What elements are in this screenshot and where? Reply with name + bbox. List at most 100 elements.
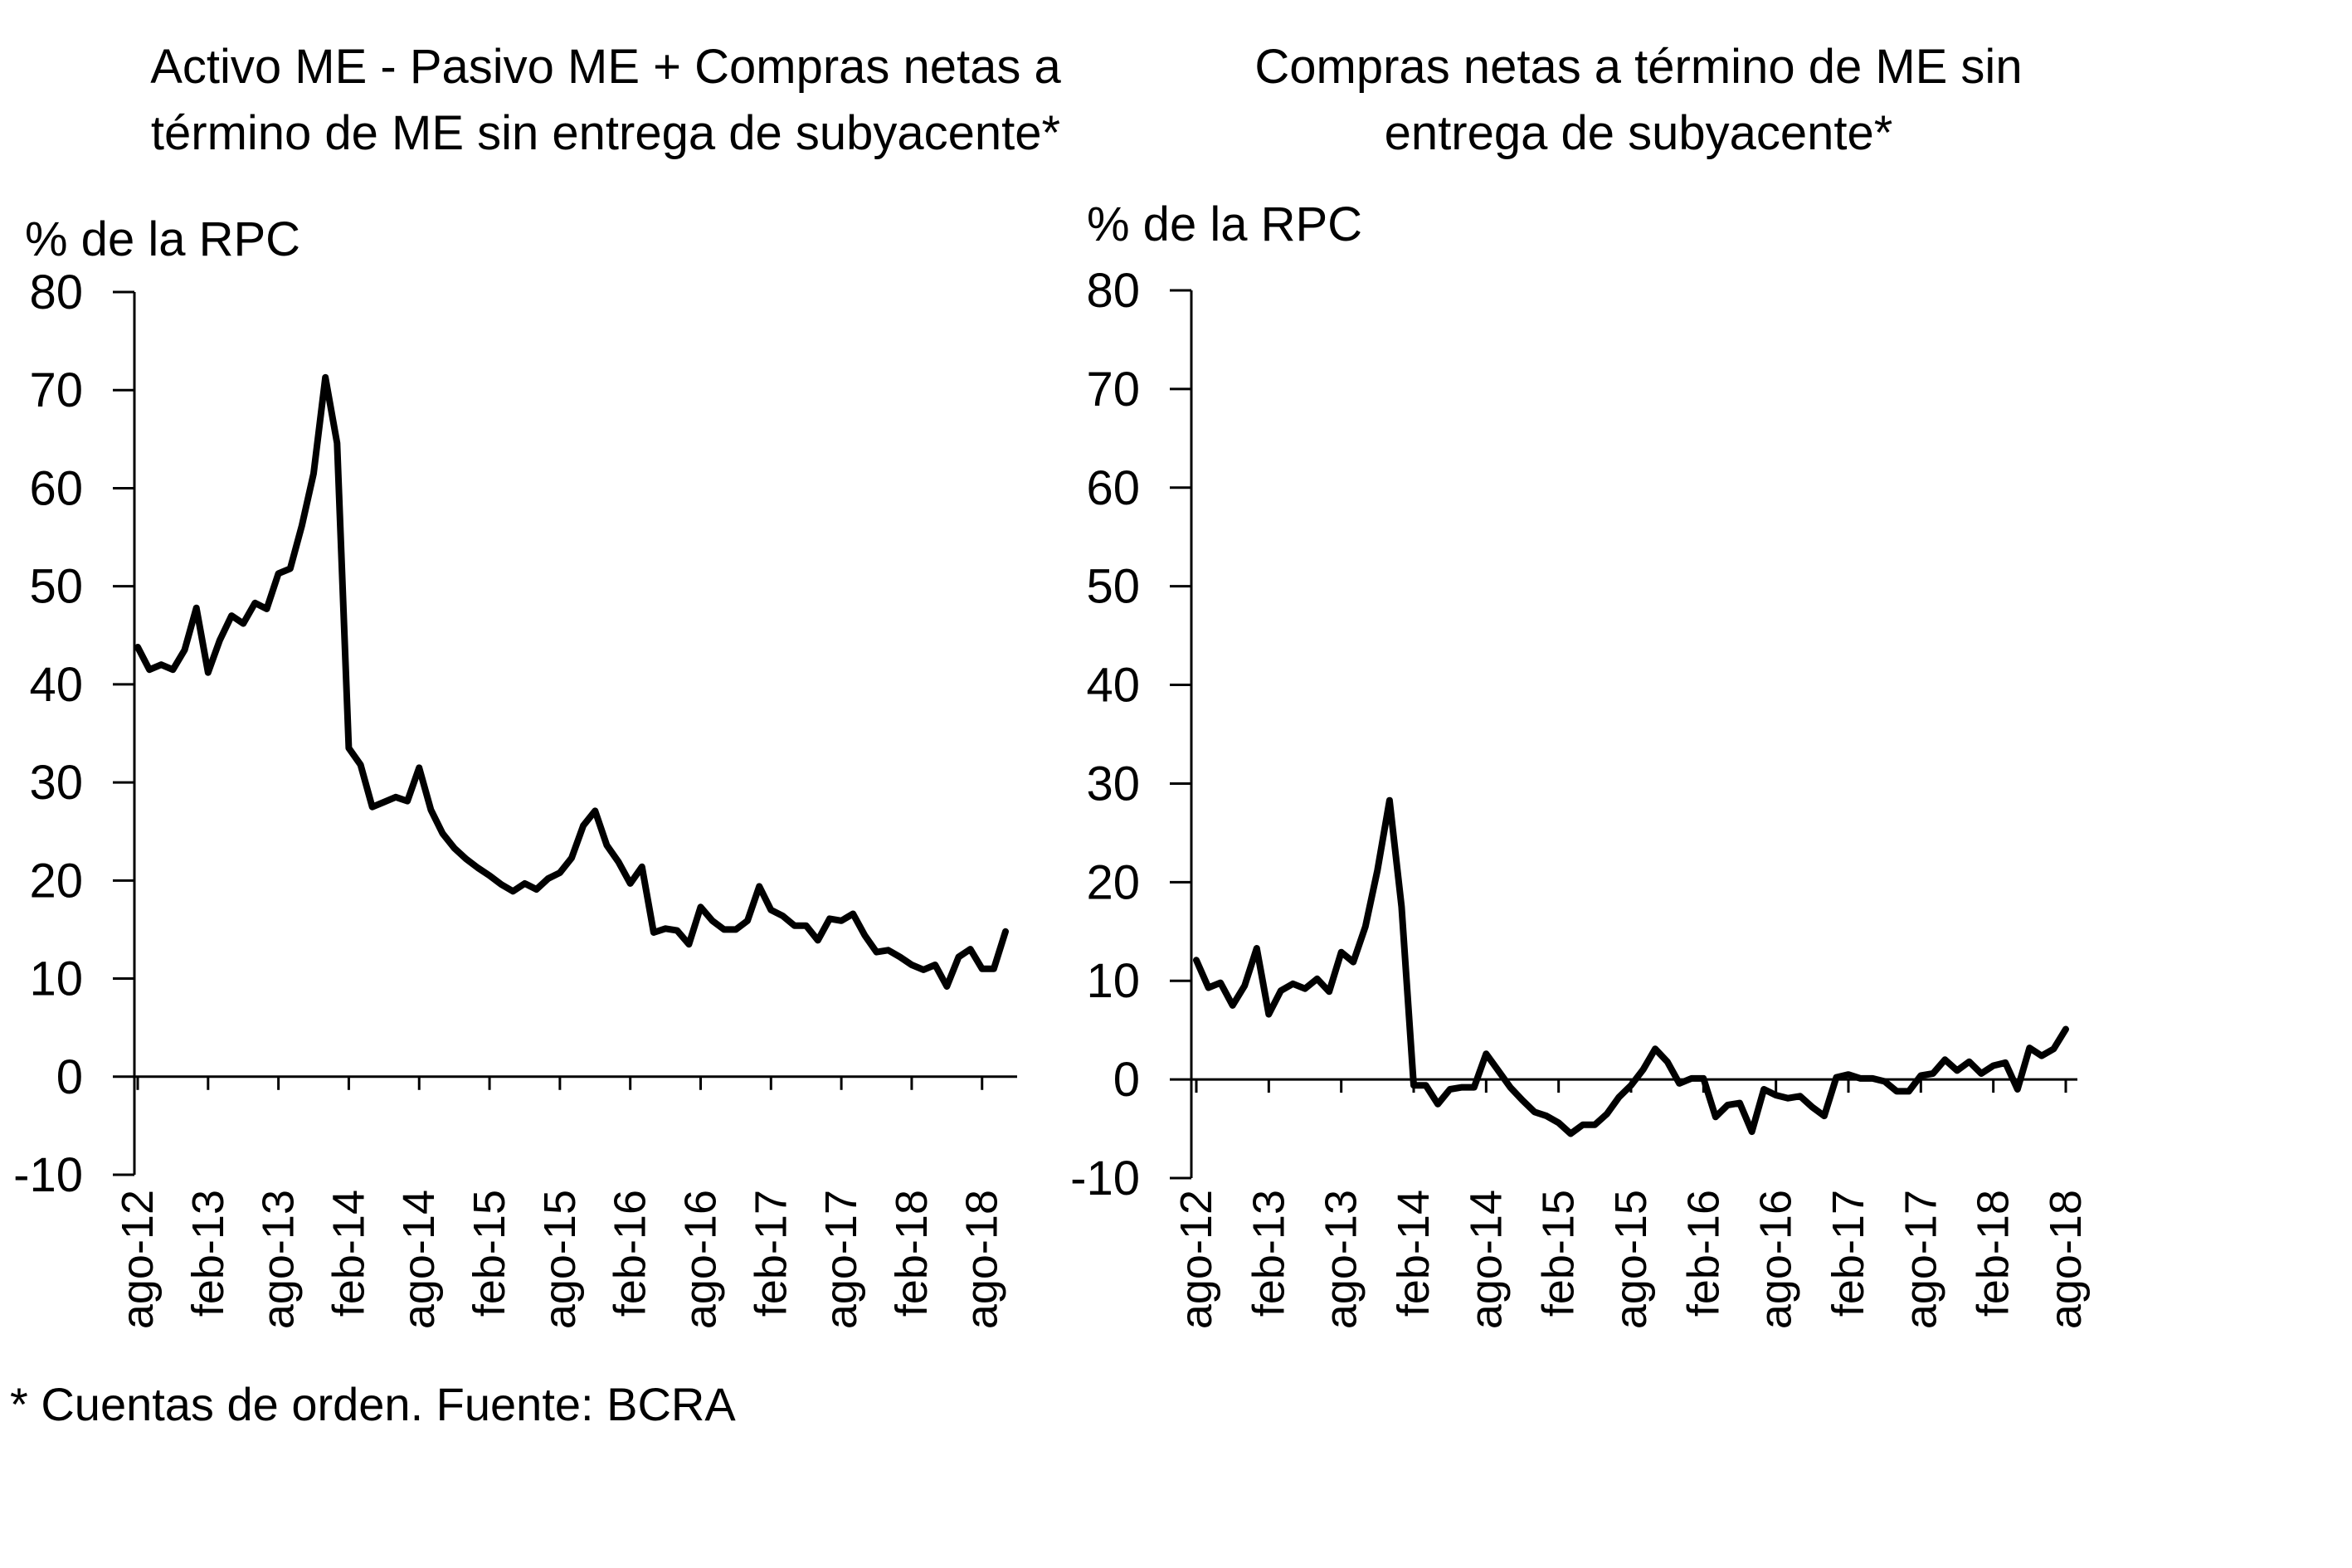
chart-right-x-tick-label: ago-13 [1317,1190,1366,1329]
chart-right-data-point [2027,1045,2032,1050]
chart-left-x-tick-label: ago-14 [394,1190,444,1329]
chart-left-data-point [299,523,304,528]
chart-right-y-ticks: 80 70 60 50 40 30 20 10 0 -10 [1070,264,1140,1205]
chart-right-x-tick-label: ago-16 [1751,1190,1801,1329]
chart-left-data-point [957,955,962,960]
chart-left-data-point [886,947,891,952]
chart-left-data-point [499,882,504,887]
chart-left-y-tick-label: 70 [29,363,83,417]
chart-left-data-point [523,881,528,886]
chart-left-data-point [862,933,867,938]
chart-right-y-tick-label: 0 [1113,1053,1140,1107]
chart-left-x-tick-label: ago-16 [675,1190,725,1329]
chart-left-data-point [616,859,621,864]
chart-right-x-tick-label: ago-17 [1896,1190,1945,1329]
chart-right-axes [1170,289,2077,1180]
chart-right-x-tick-label: feb-15 [1534,1190,1584,1317]
chart-left-data-point [475,865,480,870]
chart-right-x-tick-label: ago-14 [1461,1190,1511,1329]
chart-right-data-point [1532,1109,1537,1114]
chart-left-x-tick-label: ago-12 [113,1190,163,1329]
chart-right-data-point [1496,1068,1501,1073]
chart-right-data-point [1955,1068,1960,1073]
chart-right-data-point [1218,981,1223,986]
chart-left-data-point [804,923,809,928]
chart-right-data-point [1266,1012,1271,1017]
chart-right-data-point [1809,1104,1814,1109]
chart-right-data-point [1375,868,1380,873]
chart-left-unit-label: % de la RPC [25,212,300,266]
chart-left-title-line-1: Activo ME - Pasivo ME + Compras netas a [150,40,1061,94]
chart-right-data-point [1507,1085,1512,1090]
chart-right-data-point [1459,1085,1464,1090]
chart-right-data-point [1701,1076,1706,1081]
chart-left-data-point [909,962,914,967]
chart-right-data-point [1605,1112,1609,1117]
chart-left-data-point [921,967,926,972]
chart-left-data-point [780,913,785,918]
chart-left-data-point [135,645,140,650]
chart-right-data-point [1629,1083,1634,1088]
chart-right-data-point [1833,1075,1838,1080]
chart-left-data-point [464,856,469,861]
chart-right-data-point [1387,798,1392,803]
chart-left-data-point [147,667,152,672]
chart-left-data-point [265,606,270,611]
chart-right-points [1194,798,2068,1137]
chart-left-data-point [194,606,199,611]
chart-left-data-point [510,889,515,894]
chart-left-data-point [217,638,222,643]
chart-left-points [135,375,1008,989]
chart-right-data-point [1242,983,1247,988]
chart-left-data-point [229,613,234,618]
chart-right-data-point [1653,1046,1658,1051]
chart-left-data-point [346,746,351,751]
chart-left-y-tick-label: 30 [29,756,83,810]
chart-right-series-line [1193,796,2069,1137]
chart-left-data-point [276,571,281,576]
chart-left-x-tick-label: feb-15 [465,1190,514,1317]
chart-right-data-point [1448,1087,1453,1092]
chart-right-y-tick-label: 70 [1086,363,1140,416]
chart-left-data-point [569,855,574,860]
chart-right-data-point [1424,1083,1429,1088]
chart-left-data-point [816,937,821,942]
chart-left-data-point [768,908,773,913]
chart-right-data-point [1435,1102,1440,1107]
chart-right-panel: Compras netas a término de ME sin entreg… [1070,40,2091,1329]
chart-right-data-point [1846,1072,1851,1077]
chart-right-data-point [1798,1093,1803,1098]
chart-right-data-point [1290,981,1295,986]
chart-right-data-point [1411,1083,1416,1088]
chart-right-data-point [1556,1120,1561,1125]
chart-left-data-point [581,823,586,828]
chart-left-data-point [534,887,539,892]
chart-right-data-point [1761,1087,1766,1092]
chart-right-x-tick-label: feb-17 [1824,1190,1873,1317]
chart-right-data-point [1568,1132,1573,1137]
chart-left-data-point [827,916,832,921]
chart-left-data-point [628,881,633,886]
chart-right-data-point [1918,1073,1923,1078]
chart-right-data-point [1870,1076,1875,1081]
chart-left-data-point [241,621,246,626]
chart-left-data-point [452,845,457,850]
chart-left-data-point [663,926,668,931]
chart-right-x-tick-label: feb-14 [1389,1190,1439,1317]
footnote: * Cuentas de orden. Fuente: BCRA [10,1378,736,1430]
chart-right-title-line-2: entrega de subyacente* [1385,106,1893,160]
chart-left-x-tick-label: feb-18 [887,1190,937,1317]
chart-right-y-tick-label: 10 [1086,954,1140,1008]
chart-left-data-point [674,928,679,933]
chart-right-y-tick-label: 30 [1086,757,1140,811]
chart-left-data-point [158,662,163,667]
chart-right-data-point [1737,1101,1742,1106]
chart-right-data-point [1315,976,1320,981]
chart-left-data-point [757,884,762,889]
chart-left-data-point [405,799,410,804]
chart-left-data-point [1003,929,1008,934]
chart-right-data-point [1991,1064,1996,1069]
chart-left-data-point [311,471,316,476]
chart-right-data-point [1327,989,1332,994]
chart-left-data-point [710,918,715,923]
